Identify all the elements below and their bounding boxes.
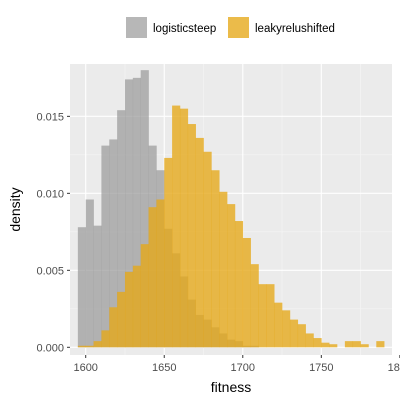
bar-leakyrelushifted	[93, 341, 102, 348]
x-tick-label: 1800	[388, 362, 400, 374]
legend-key-logisticsteep	[126, 17, 147, 38]
bar-logisticsteep	[132, 77, 141, 348]
bar-leakyrelushifted	[297, 324, 306, 348]
bar-leakyrelushifted	[101, 330, 110, 348]
bar-leakyrelushifted	[187, 124, 196, 348]
bar-leakyrelushifted	[376, 341, 385, 348]
legend-key-leakyrelushifted	[228, 17, 249, 38]
bar-logisticsteep	[93, 225, 102, 348]
x-axis-title: fitness	[211, 379, 251, 395]
bar-leakyrelushifted	[109, 307, 118, 348]
bar-logisticsteep	[85, 199, 94, 348]
bar-leakyrelushifted	[242, 237, 251, 348]
x-tick-label: 1750	[309, 362, 333, 374]
histogram-bars	[77, 70, 385, 348]
bar-leakyrelushifted	[85, 345, 94, 348]
bar-leakyrelushifted	[344, 341, 354, 348]
x-tick-label: 1600	[73, 362, 97, 374]
bar-leakyrelushifted	[148, 207, 157, 348]
bar-leakyrelushifted	[360, 344, 369, 348]
bar-logisticsteep	[101, 145, 110, 348]
bar-leakyrelushifted	[140, 244, 149, 348]
bar-leakyrelushifted	[195, 137, 204, 348]
bar-leakyrelushifted	[219, 191, 228, 348]
bar-logisticsteep	[140, 70, 149, 348]
bar-leakyrelushifted	[352, 341, 361, 348]
x-tick-label: 1700	[231, 362, 255, 374]
bar-logisticsteep	[77, 227, 87, 348]
bar-leakyrelushifted	[274, 302, 283, 348]
y-axis: 0.000 0.005 0.010 0.015	[36, 111, 70, 354]
bar-logisticsteep	[117, 110, 126, 348]
bar-leakyrelushifted	[211, 170, 220, 348]
y-tick-label: 0.010	[36, 188, 64, 200]
bar-leakyrelushifted	[305, 333, 314, 348]
bar-leakyrelushifted	[132, 265, 141, 348]
legend: logisticsteep leakyrelushifted	[126, 17, 335, 38]
bar-logisticsteep	[109, 139, 118, 348]
legend-label-leakyrelushifted: leakyrelushifted	[255, 23, 335, 35]
bar-leakyrelushifted	[227, 204, 236, 348]
bar-leakyrelushifted	[250, 264, 259, 348]
bar-leakyrelushifted	[172, 105, 181, 348]
bar-leakyrelushifted	[179, 108, 189, 348]
bar-leakyrelushifted	[266, 284, 275, 348]
bar-leakyrelushifted	[164, 157, 173, 348]
bar-leakyrelushifted	[282, 310, 291, 348]
bar-leakyrelushifted	[313, 338, 322, 348]
bar-leakyrelushifted	[234, 221, 244, 348]
bar-leakyrelushifted	[329, 344, 338, 348]
legend-label-logisticsteep: logisticsteep	[153, 23, 216, 35]
bar-leakyrelushifted	[321, 342, 330, 348]
bar-logisticsteep	[124, 79, 134, 348]
bar-leakyrelushifted	[124, 271, 134, 348]
bar-leakyrelushifted	[156, 199, 165, 348]
x-tick-label: 1650	[152, 362, 176, 374]
y-tick-label: 0.005	[36, 265, 64, 277]
bar-leakyrelushifted	[203, 151, 212, 348]
bar-leakyrelushifted	[289, 319, 299, 348]
y-tick-label: 0.015	[36, 111, 64, 123]
bar-leakyrelushifted	[117, 291, 126, 348]
y-tick-label: 0.000	[36, 342, 64, 354]
bar-leakyrelushifted	[258, 284, 267, 348]
y-axis-title: density	[7, 187, 23, 231]
x-axis: 1600 1650 1700 1750 1800	[73, 355, 400, 374]
bar-leakyrelushifted	[77, 345, 87, 348]
